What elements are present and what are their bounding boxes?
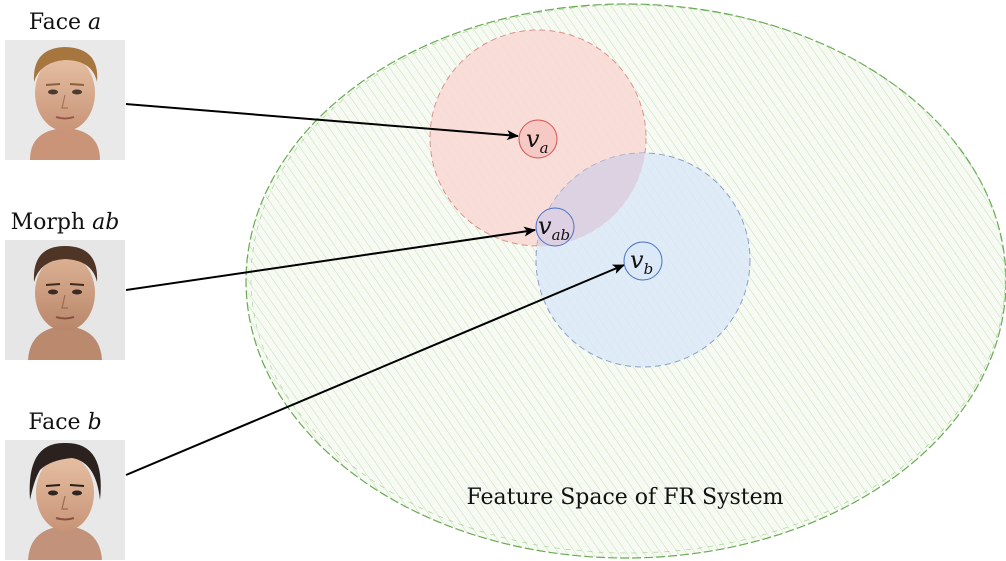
identity-overlap-region — [536, 153, 646, 246]
vector-b-label: vb — [630, 246, 653, 278]
arrow-face-a-to-va — [125, 103, 519, 141]
morph-ab-label: Morph ab — [11, 210, 120, 235]
vector-node-b: vb — [623, 241, 663, 281]
vector-ab-label: vab — [538, 212, 570, 244]
face-a-photo — [5, 40, 125, 160]
vector-node-a: va — [518, 119, 558, 159]
vector-a-label: va — [526, 125, 549, 157]
face-b-label: Face b — [28, 410, 101, 435]
morph-ab-photo — [5, 240, 125, 360]
vector-node-ab: vab — [535, 207, 575, 247]
arrow-morph-to-vab — [125, 226, 536, 291]
face-a-label: Face a — [29, 10, 101, 35]
face-b-photo — [5, 440, 125, 560]
arrow-face-b-to-vb — [125, 264, 625, 476]
feature-space-label: Feature Space of FR System — [466, 485, 783, 510]
